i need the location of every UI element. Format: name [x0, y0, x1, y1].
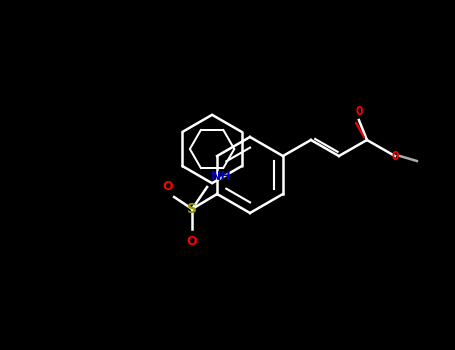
Text: O: O: [187, 235, 197, 248]
Text: S: S: [187, 202, 197, 216]
Text: NH: NH: [211, 170, 232, 183]
Text: O: O: [391, 149, 399, 162]
Text: O: O: [163, 180, 173, 193]
Text: O: O: [355, 105, 363, 118]
